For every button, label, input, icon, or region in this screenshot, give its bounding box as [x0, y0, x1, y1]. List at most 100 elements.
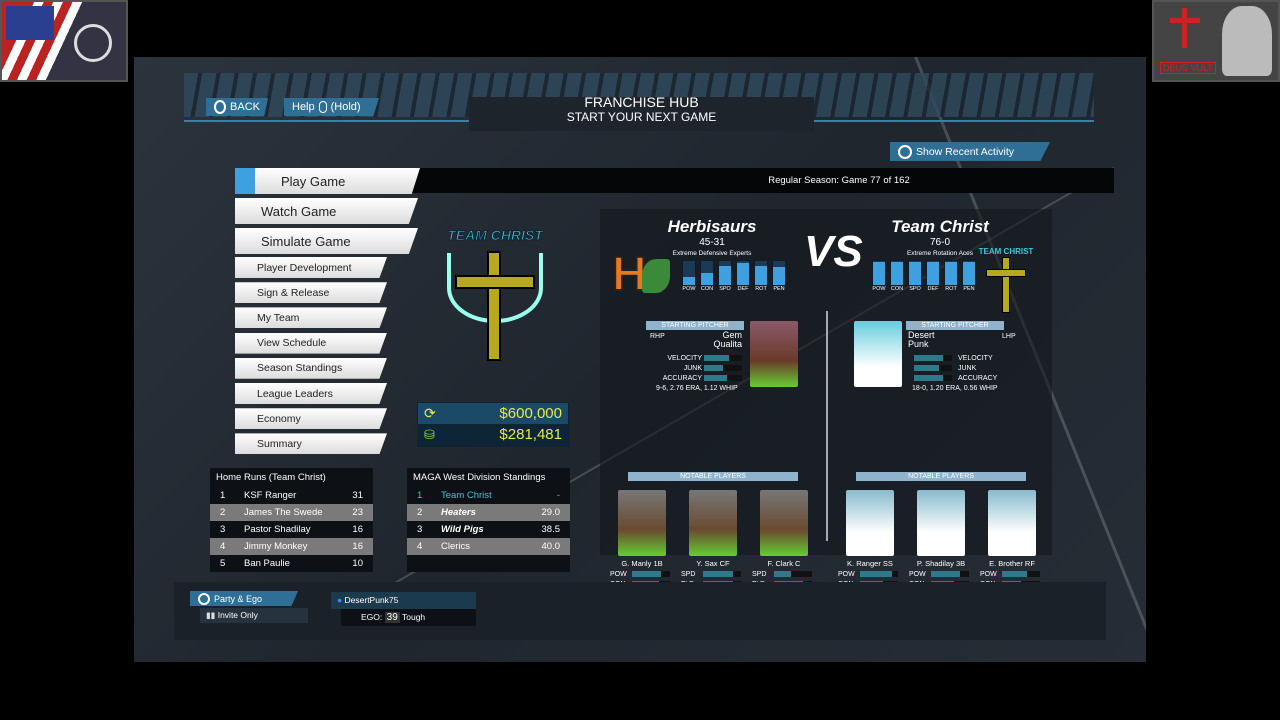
- payroll-value: $281,481: [499, 426, 562, 443]
- team-stat: ROT: [754, 260, 768, 292]
- vs-label: VS: [804, 227, 863, 276]
- table-row: 3 Pastor Shadilay 16: [220, 524, 363, 535]
- stat-bar: [704, 365, 742, 371]
- menu-player-development[interactable]: Player Development: [235, 257, 387, 278]
- party-ego-button[interactable]: Party & Ego: [190, 591, 298, 606]
- stat-bar-row: VELOCITY: [662, 353, 742, 363]
- team-style: Extreme Defensive Experts: [672, 250, 752, 257]
- standings-panel: MAGA West Division Standings 1 Team Chris…: [407, 468, 570, 572]
- stat-bar: [931, 571, 969, 577]
- stat-bar-row: JUNK: [914, 363, 1000, 373]
- menu-league-leaders[interactable]: League Leaders: [235, 383, 387, 404]
- team-stat: CON: [890, 260, 904, 292]
- player-portrait: [988, 490, 1036, 556]
- stat-bar-row: ACCURACY: [662, 373, 742, 383]
- stat-bar: [914, 375, 952, 381]
- stat-bar-row: JUNK: [662, 363, 742, 373]
- team-stat-bars: POW CON SPO DEF ROT PEN: [682, 260, 786, 292]
- matchup-panel: VS H TEAM CHRIST Herbisaurs 45-31 Extreme …: [600, 209, 1052, 606]
- menu-simulate-game[interactable]: Simulate Game: [235, 228, 418, 254]
- team-record: 76-0: [929, 237, 950, 248]
- team-stat: SPO: [718, 260, 732, 292]
- party-bar: [174, 582, 1106, 640]
- team-record: 45-31: [699, 237, 725, 248]
- cross-icon: [1182, 8, 1187, 48]
- pitcher-portrait: [750, 321, 798, 387]
- table-row: 2 James The Swede 23: [210, 504, 373, 521]
- menu-watch-game[interactable]: Watch Game: [235, 198, 418, 224]
- table-row: 4 Clerics 40.0: [407, 538, 570, 555]
- square-button-icon: [898, 144, 912, 159]
- notable-players-header: NOTABLE PLAYERS: [856, 472, 1026, 481]
- player-portrait: [689, 490, 737, 556]
- payroll-icon: ⛁: [424, 426, 435, 442]
- pitcher-portrait: [854, 321, 902, 387]
- stat-bar-row: SPD: [752, 569, 812, 579]
- triangle-button-icon: [198, 592, 210, 605]
- team-name: Team Christ: [891, 217, 989, 236]
- ego-status: EGO: 39 Tough: [341, 609, 476, 626]
- circle-button-icon: [214, 100, 227, 114]
- budget-value: $600,000: [499, 405, 562, 422]
- player-portrait: [846, 490, 894, 556]
- menu-play-game[interactable]: Play Game: [255, 168, 420, 194]
- page-title: FRANCHISE HUB: [584, 94, 699, 110]
- stat-bar: [703, 571, 741, 577]
- player-portrait: [760, 490, 808, 556]
- corner-right-patch: DEUS VULT: [1152, 0, 1280, 82]
- help-button[interactable]: Help (Hold): [284, 98, 379, 116]
- stat-bar: [704, 355, 742, 361]
- table-row: 3 Wild Pigs 38.5: [417, 524, 560, 535]
- table-row: 1 Team Christ -: [417, 490, 560, 501]
- starting-pitcher-header: STARTING PITCHER: [906, 321, 1004, 330]
- show-recent-activity-button[interactable]: Show Recent Activity: [890, 142, 1050, 161]
- team-stat: ROT: [944, 260, 958, 292]
- menu-economy[interactable]: Economy: [235, 408, 387, 430]
- stat-bar: [1002, 571, 1040, 577]
- season-text: Regular Season: Game 77 of 162: [768, 175, 910, 186]
- team-name: Herbisaurs: [667, 217, 757, 236]
- team-stat: PEN: [772, 260, 786, 292]
- player-name: E. Brother RF: [989, 559, 1035, 568]
- deus-vult-text: DEUS VULT: [1160, 62, 1216, 74]
- pitcher-name: Desert Punk: [908, 330, 935, 349]
- player-name: P. Shadilay 3B: [916, 559, 966, 568]
- away-logo: H: [611, 247, 670, 303]
- stat-bar-row: POW: [980, 569, 1040, 579]
- team-stat: DEF: [736, 260, 750, 292]
- party-user[interactable]: ● DesertPunk75: [331, 592, 476, 609]
- options-button-icon: [318, 101, 327, 113]
- player-name: K. Ranger SS: [847, 559, 893, 568]
- corner-left-patch: [0, 0, 128, 82]
- helmet-icon: [1222, 6, 1272, 76]
- menu-summary[interactable]: Summary: [235, 433, 387, 455]
- team-stat: PEN: [962, 260, 976, 292]
- table-row: 5 Ban Paulie 10: [220, 558, 363, 569]
- stat-bar: [632, 571, 670, 577]
- menu-sign-release[interactable]: Sign & Release: [235, 282, 387, 304]
- stat-bar-row: ACCURACY: [914, 373, 1000, 383]
- menu-season-standings[interactable]: Season Standings: [235, 357, 387, 379]
- stat-bar: [704, 375, 742, 381]
- table-row: 4 Jimmy Monkey 16: [210, 538, 373, 555]
- team-stat: POW: [872, 260, 886, 292]
- menu-view-schedule[interactable]: View Schedule: [235, 332, 387, 354]
- team-stat: SPO: [908, 260, 922, 292]
- page-subtitle: START YOUR NEXT GAME: [566, 110, 717, 124]
- stat-bar: [914, 355, 952, 361]
- pitcher-name: Gem Qualita: [713, 330, 742, 349]
- menu-my-team[interactable]: My Team: [235, 307, 387, 329]
- user-icon: ●: [337, 595, 343, 605]
- stat-bar-row: POW: [838, 569, 898, 579]
- signal-icon: ▮▮: [206, 610, 218, 620]
- stat-bar: [914, 365, 952, 371]
- budget-icon: ⟳: [424, 405, 436, 421]
- team-stat: POW: [682, 260, 696, 292]
- back-button[interactable]: BACK: [206, 98, 268, 116]
- marine-emblem-icon: [74, 24, 112, 62]
- stat-bar-row: POW: [610, 569, 670, 579]
- pitcher-stat-line: 18-0, 1.20 ERA, 0.56 WHIP: [912, 385, 998, 392]
- notable-players-header: NOTABLE PLAYERS: [628, 472, 798, 481]
- home-runs-panel: Home Runs (Team Christ) 1 KSF Ranger 31 2 Ja…: [210, 468, 373, 572]
- team-stat: CON: [700, 260, 714, 292]
